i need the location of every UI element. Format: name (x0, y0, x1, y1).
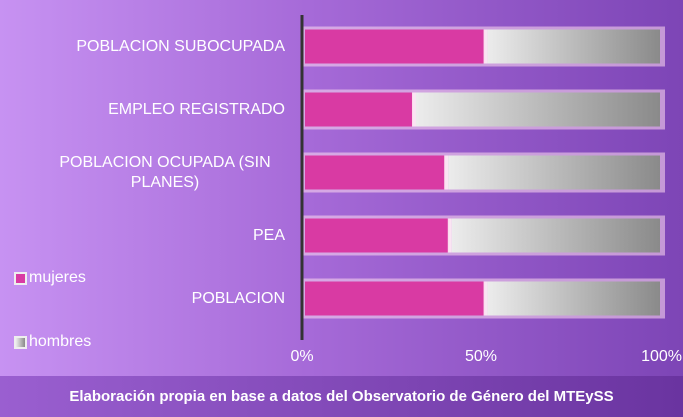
bar-sep (483, 281, 488, 316)
y-tick-text: PEA (252, 226, 285, 244)
legend-swatch (14, 335, 27, 349)
bar-sep (411, 92, 416, 127)
bar (487, 29, 660, 64)
x-tick-label: 0% (290, 348, 313, 365)
legend-item: mujeres (14, 269, 86, 287)
y-tick-text: POBLACION (191, 289, 285, 307)
bar (305, 218, 449, 253)
x-tick-label: 100% (641, 348, 682, 365)
legend-item: hombres (14, 333, 91, 351)
bar (487, 281, 660, 316)
bar (451, 218, 660, 253)
y-tick-label: PEA (35, 226, 285, 246)
bar (448, 155, 660, 190)
bar-sep (444, 155, 449, 190)
bar (305, 92, 413, 127)
y-tick-label: POBLACION (35, 289, 285, 309)
y-tick-label: EMPLEO REGISTRADO (35, 100, 285, 120)
bar (305, 281, 485, 316)
y-tick-text: POBLACION SUBOCUPADA (76, 37, 285, 55)
y-tick-label: POBLACION SUBOCUPADA (35, 37, 285, 57)
bar (305, 155, 446, 190)
y-tick-label: POBLACION OCUPADA (SIN PLANES) (35, 153, 285, 193)
bar (415, 92, 660, 127)
legend-swatch (14, 271, 27, 285)
bar (305, 29, 485, 64)
legend-label: hombres (29, 333, 92, 350)
bar-sep (483, 29, 488, 64)
legend-label: mujeres (29, 269, 86, 286)
x-tick-label: 50% (465, 348, 497, 365)
bar-sep (447, 218, 452, 253)
y-tick-text: EMPLEO REGISTRADO (108, 100, 285, 118)
y-tick-text: POBLACION OCUPADA (SIN PLANES) (59, 153, 271, 191)
caption: Elaboración propia en base a datos del O… (0, 376, 683, 417)
